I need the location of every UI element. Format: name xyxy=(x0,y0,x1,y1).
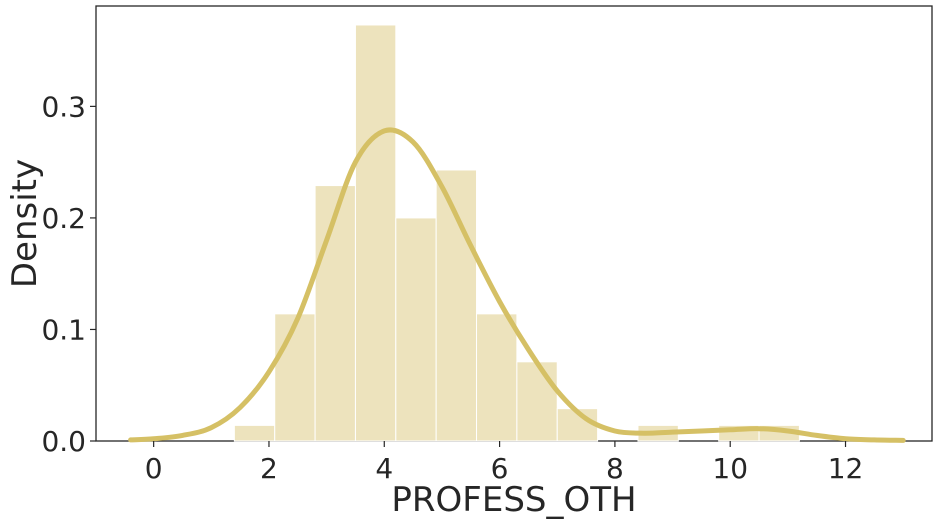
histogram-bar xyxy=(516,361,558,442)
x-tick-label: 6 xyxy=(491,452,509,485)
x-tick-label: 4 xyxy=(375,452,393,485)
histogram-bar xyxy=(314,185,356,442)
kde-curve xyxy=(128,127,906,443)
x-axis-label: PROFESS_OTH xyxy=(391,480,636,520)
x-tick-label: 10 xyxy=(712,452,748,485)
x-tick-label: 2 xyxy=(260,452,278,485)
x-tick-label: 0 xyxy=(145,452,163,485)
histogram-bar xyxy=(476,313,518,442)
y-tick-label: 0.2 xyxy=(41,202,86,235)
histogram-bar xyxy=(354,24,397,442)
y-tick-label: 0.3 xyxy=(41,90,86,123)
x-axis-ticks: 0 2 4 6 8 10 12 xyxy=(145,441,864,485)
x-tick-label: 12 xyxy=(828,452,864,485)
y-tick-label: 0.0 xyxy=(41,425,86,458)
histogram-bar xyxy=(274,313,316,442)
y-axis-label: Density xyxy=(5,159,45,288)
x-tick-label: 8 xyxy=(606,452,624,485)
histogram-bar xyxy=(395,217,437,442)
histogram-bar xyxy=(233,424,276,442)
y-tick-label: 0.1 xyxy=(41,313,86,346)
y-axis-ticks: 0.0 0.1 0.2 0.3 xyxy=(41,90,96,458)
histogram-bars xyxy=(233,24,800,442)
